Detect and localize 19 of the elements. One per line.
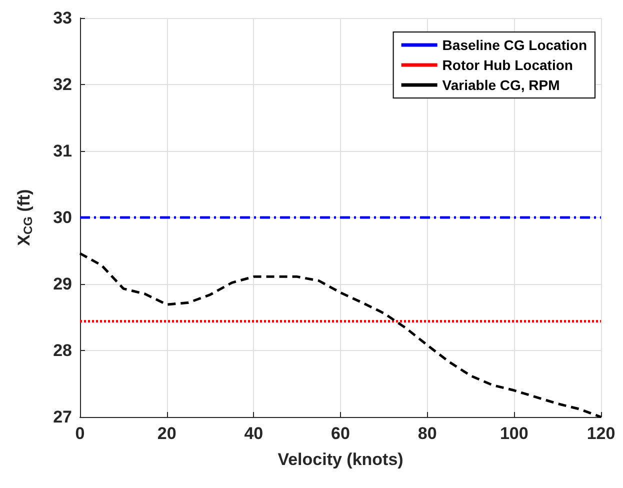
y-tick-label: 30 xyxy=(53,208,72,227)
x-tick-label: 40 xyxy=(244,424,264,443)
y-tick-label: 32 xyxy=(53,75,72,94)
x-tick-label: 60 xyxy=(331,424,350,443)
legend-label: Variable CG, RPM xyxy=(442,77,560,93)
y-tick-label: 33 xyxy=(53,8,72,28)
y-tick-label: 31 xyxy=(53,142,72,160)
x-tick-label: 0 xyxy=(75,424,85,443)
x-tick-label: 80 xyxy=(418,424,437,443)
x-tick-label: 120 xyxy=(586,424,616,443)
y-tick-label: 28 xyxy=(53,341,72,360)
x-axis-title: Velocity (knots) xyxy=(278,450,404,469)
legend-label: Rotor Hub Location xyxy=(442,57,573,73)
y-axis-title: XCG (ft) xyxy=(14,189,35,246)
x-tick-label: 20 xyxy=(157,424,176,443)
y-tick-label: 27 xyxy=(53,408,72,426)
legend-label: Baseline CG Location xyxy=(442,37,588,53)
y-tick-label: 29 xyxy=(53,274,72,294)
x-tick-label: 100 xyxy=(500,424,528,443)
